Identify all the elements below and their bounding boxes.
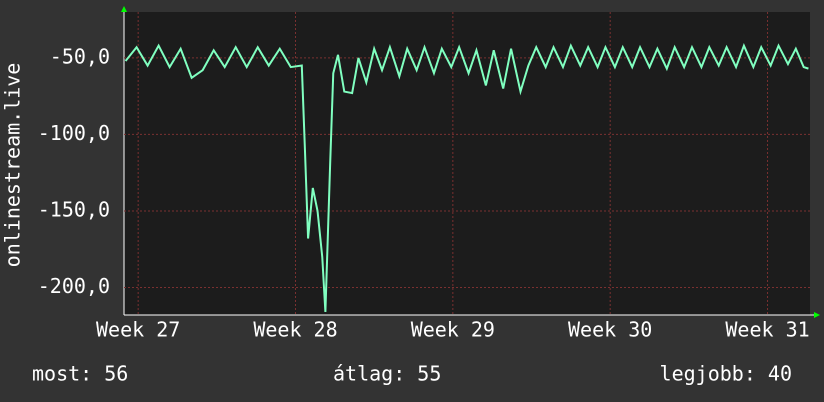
x-tick-label: Week 31: [725, 318, 809, 342]
stat-best: legjobb: 40: [660, 362, 792, 386]
y-tick-label: -100,0: [38, 121, 110, 145]
y-tick-label: -200,0: [38, 274, 110, 298]
x-tick-label: Week 29: [411, 318, 495, 342]
y-tick-label: -50,0: [50, 44, 110, 68]
y-arrow: [121, 6, 127, 12]
series-line: [124, 42, 809, 312]
x-tick-label: Week 28: [253, 318, 337, 342]
x-tick-label: Week 30: [568, 318, 652, 342]
x-arrow: [814, 312, 820, 318]
y-axis-label: onlinestream.live: [1, 63, 25, 268]
x-tick-label: Week 27: [96, 318, 180, 342]
y-tick-label: -150,0: [38, 197, 110, 221]
stat-average: átlag: 55: [333, 362, 441, 386]
stat-current: most: 56: [32, 362, 128, 386]
plot-area: [124, 12, 810, 315]
